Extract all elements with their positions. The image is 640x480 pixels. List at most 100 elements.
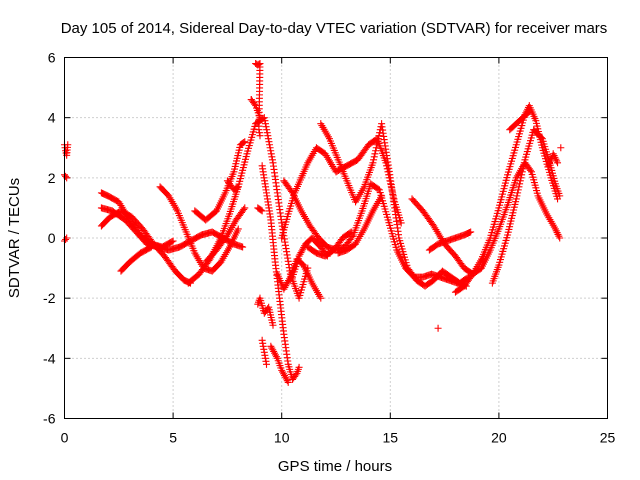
plot-frame <box>64 57 608 419</box>
data-point <box>269 321 277 329</box>
data-point <box>347 228 355 236</box>
data-point <box>62 236 70 244</box>
series-outliers <box>247 96 565 332</box>
data-point <box>64 141 72 149</box>
data-point <box>262 123 270 131</box>
series-track-n <box>252 60 264 140</box>
data-point <box>62 172 70 180</box>
data-point <box>373 141 381 149</box>
series-track-o <box>254 204 266 215</box>
series-track-q <box>258 162 303 383</box>
data-point <box>263 129 271 137</box>
data-point <box>512 195 520 203</box>
data-point <box>262 360 270 368</box>
data-point <box>251 100 259 108</box>
series-track-i <box>184 114 312 302</box>
data-point <box>434 324 442 332</box>
data-point <box>285 275 293 283</box>
series-track-a <box>61 171 71 182</box>
data-point <box>257 206 265 214</box>
data-point <box>518 168 526 176</box>
data-point <box>264 132 272 140</box>
y-axis-label: SDTVAR / TECUs <box>6 178 23 298</box>
series-track-s <box>267 342 292 386</box>
series-track-k <box>202 204 249 266</box>
data-point <box>295 363 303 371</box>
y-tick-label: -6 <box>43 411 56 427</box>
x-tick-label: 20 <box>491 430 507 446</box>
series-track-ad <box>488 126 564 287</box>
data-point <box>371 150 379 158</box>
data-point <box>372 147 380 155</box>
data-point <box>374 138 382 146</box>
data-point <box>525 108 533 116</box>
data-point <box>292 371 300 379</box>
series-track-z <box>334 192 386 257</box>
data-point <box>147 243 155 251</box>
series-track-b <box>61 141 72 159</box>
y-tick-labels: -6 -4 -2 0 2 4 6 <box>43 50 56 427</box>
data-point <box>557 144 565 152</box>
series-track-f <box>97 207 194 287</box>
data-point <box>374 135 382 143</box>
data-point <box>514 186 522 194</box>
y-tick-label: 6 <box>48 50 56 66</box>
series-track-ab <box>425 228 475 254</box>
data-point <box>554 159 562 167</box>
data-point <box>169 237 177 245</box>
data-point <box>517 174 525 182</box>
x-tick-label: 5 <box>169 430 177 446</box>
data-point <box>372 144 380 152</box>
data-point <box>515 183 523 191</box>
series-track-x <box>317 120 472 290</box>
data-point <box>241 204 249 212</box>
data-point <box>264 135 272 143</box>
chart-title: Day 105 of 2014, Sidereal Day-to-day VTE… <box>61 20 608 37</box>
data-point <box>256 132 264 140</box>
x-tick-label: 15 <box>383 430 399 446</box>
data-point <box>241 138 249 146</box>
series-track-r <box>258 336 270 368</box>
data-point <box>370 153 378 161</box>
x-axis-label: GPS time / hours <box>278 458 392 475</box>
y-tick-label: 2 <box>48 170 56 186</box>
data-point <box>263 126 271 134</box>
series-track-j <box>191 138 249 224</box>
data-point <box>467 228 475 236</box>
data-point <box>234 225 242 233</box>
series-track-p <box>254 294 277 329</box>
data-point <box>266 141 274 149</box>
data-point <box>247 96 255 104</box>
data-point <box>146 244 154 252</box>
data-point <box>514 189 522 197</box>
series-track-c <box>61 234 71 245</box>
series-track-g <box>117 243 155 275</box>
data-point <box>370 156 378 164</box>
data-point <box>556 234 564 242</box>
data-point <box>513 192 521 200</box>
y-tick-label: 4 <box>48 110 56 126</box>
data-point <box>261 117 269 125</box>
data-point <box>537 134 545 142</box>
data-point <box>346 229 354 237</box>
data-point <box>348 232 356 240</box>
data-point <box>526 166 534 174</box>
x-tick-label: 0 <box>61 430 69 446</box>
data-point <box>268 153 276 161</box>
data-point <box>520 162 528 170</box>
y-tick-label: 0 <box>48 230 56 246</box>
series-track-y <box>304 228 355 260</box>
series-track-ae <box>506 108 533 134</box>
data-point <box>233 184 241 192</box>
y-tick-label: -4 <box>43 350 56 366</box>
data-point <box>284 378 292 386</box>
data-point <box>520 159 528 167</box>
x-tick-label: 10 <box>274 430 290 446</box>
data-point <box>240 205 248 213</box>
data-point <box>374 185 382 193</box>
data-point <box>265 138 273 146</box>
x-tick-label: 25 <box>600 430 616 446</box>
data-point <box>267 150 275 158</box>
data-point <box>516 177 524 185</box>
